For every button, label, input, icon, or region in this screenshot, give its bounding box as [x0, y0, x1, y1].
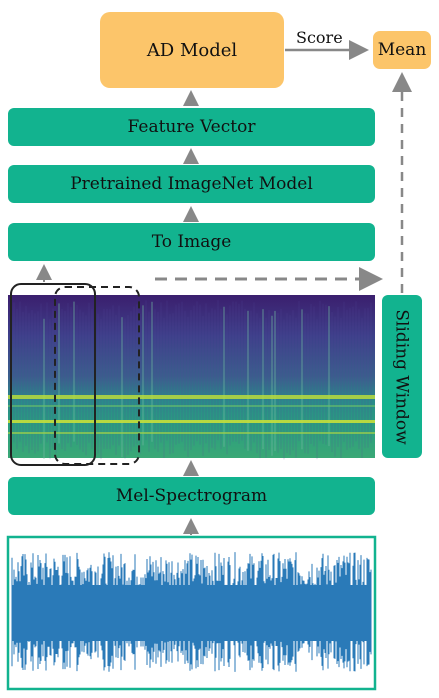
- to-image-box: To Image: [8, 223, 375, 261]
- ad-model-label: AD Model: [146, 39, 238, 61]
- feature-vector-label: Feature Vector: [127, 117, 256, 137]
- score-label: Score: [296, 28, 343, 47]
- pretrained-model-label: Pretrained ImageNet Model: [70, 174, 313, 194]
- mel-spectrogram-label: Mel-Spectrogram: [115, 486, 268, 506]
- ad-model-box: AD Model: [100, 12, 284, 88]
- to-image-label: To Image: [151, 232, 232, 252]
- pretrained-model-box: Pretrained ImageNet Model: [8, 165, 375, 203]
- sliding-window-box: Sliding Window: [382, 295, 422, 458]
- mel-spectrogram-box: Mel-Spectrogram: [8, 477, 375, 515]
- sliding-window-solid: [10, 283, 96, 466]
- mean-box: Mean: [373, 31, 431, 69]
- sliding-window-dashed: [54, 286, 140, 465]
- spectrogram: [8, 295, 375, 460]
- feature-vector-box: Feature Vector: [8, 108, 375, 146]
- sliding-window-label: Sliding Window: [392, 308, 412, 445]
- mean-label: Mean: [377, 40, 427, 60]
- waveform-panel: [6, 535, 377, 691]
